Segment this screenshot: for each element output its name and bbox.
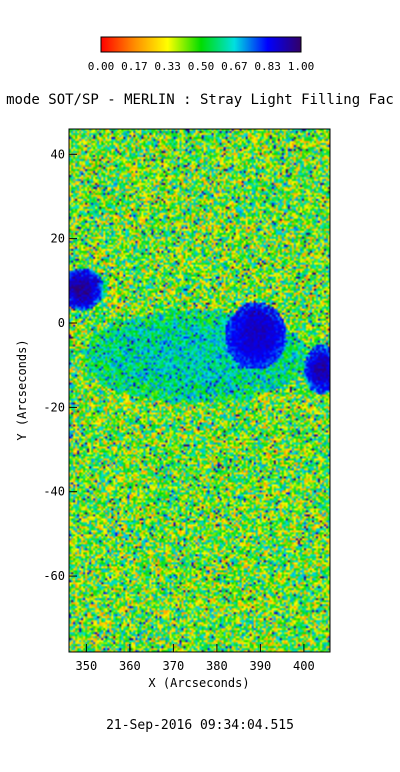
y-tick-label: 40	[51, 147, 65, 161]
chart-title: mode SOT/SP - MERLIN : Stray Light Filli…	[6, 92, 394, 108]
colorbar-tick-label: 0.67	[221, 60, 248, 73]
x-axis: 350 360 370 380 390 400	[76, 644, 315, 673]
x-tick-label: 380	[206, 659, 228, 673]
colorbar-tick-label: 0.00	[88, 60, 115, 73]
colorbar-tick-label: 0.50	[188, 60, 215, 73]
timestamp: 21-Sep-2016 09:34:04.515	[106, 718, 294, 733]
y-tick-label: -60	[43, 569, 65, 583]
y-tick-label: -20	[43, 400, 65, 414]
y-axis: 40 20 0 -20 -40 -60	[43, 147, 77, 583]
y-tick-label: -40	[43, 485, 65, 499]
colorbar-tick-label: 0.17	[121, 60, 148, 73]
colorbar-tick-label: 0.83	[254, 60, 281, 73]
x-tick-label: 360	[119, 659, 141, 673]
plot-frame	[68, 128, 331, 653]
colorbar-tick-label: 1.00	[288, 60, 315, 73]
heatmap-image	[69, 129, 330, 652]
y-tick-label: 0	[58, 316, 65, 330]
colorbar-tick-labels: 0.00 0.17 0.33 0.50 0.67 0.83 1.00	[88, 60, 315, 73]
x-tick-label: 370	[163, 659, 185, 673]
colorbar: 0.00 0.17 0.33 0.50 0.67 0.83 1.00	[88, 36, 315, 73]
colorbar-frame	[100, 36, 302, 53]
plot-area: 350 360 370 380 390 400 40 20 0 -20 -40 -60	[43, 128, 331, 673]
x-tick-label: 350	[76, 659, 98, 673]
y-axis-label: Y (Arcseconds)	[15, 339, 29, 440]
colorbar-gradient	[101, 37, 301, 52]
colorbar-tick-label: 0.33	[154, 60, 181, 73]
x-axis-label: X (Arcseconds)	[148, 676, 249, 690]
x-tick-label: 400	[293, 659, 315, 673]
x-tick-label: 390	[250, 659, 272, 673]
y-tick-label: 20	[51, 232, 65, 246]
